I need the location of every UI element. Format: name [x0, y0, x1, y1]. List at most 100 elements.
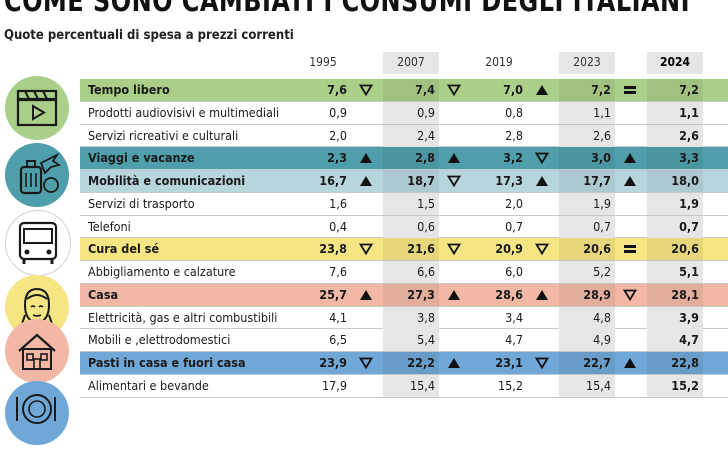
value-cell: 1,5 [383, 192, 439, 215]
category-row: Mobilità e comunicazioni 16,7 18,7 17,3 17,7… [80, 170, 728, 193]
up-arrow-icon [354, 284, 378, 306]
table-row: Elettricità, gas e altri combustibili 4,1… [80, 306, 728, 330]
value-cell: 5,2 [559, 261, 615, 283]
value-cell: 3,8 [383, 306, 439, 329]
row-label: Servizi di trasporto [88, 195, 195, 211]
table-row: Alimentari e bevande 17,9 15,4 15,2 15,4 15,2 [80, 374, 728, 398]
value-cell: 0,7 [505, 218, 523, 234]
row-label: Viaggi e vacanze [88, 150, 195, 166]
value-cell: 28,1 [647, 283, 703, 306]
value-cell: 28,6 [495, 286, 523, 302]
year-label: 2023 [559, 52, 615, 74]
value-cell: 21,6 [383, 238, 439, 261]
value-cell: 4,9 [559, 329, 615, 352]
travel-icon [5, 143, 69, 207]
value-cell: 20,6 [559, 238, 615, 261]
value-cell: 5,4 [383, 329, 439, 352]
value-cell: 5,1 [647, 261, 703, 283]
table-row: Servizi ricreativi e culturali 2,0 2,4 2,8 2… [80, 124, 728, 148]
row-label: Casa [88, 286, 119, 302]
page-title: COME SONO CAMBIATI I CONSUMI DEGLI ITALI… [4, 0, 690, 18]
value-cell: 1,6 [329, 195, 347, 211]
row-label: Pasti in casa e fuori casa [88, 355, 246, 370]
value-cell: 18,0 [647, 170, 703, 192]
up-arrow-icon [442, 147, 466, 169]
table-row: Mobili e ,elettrodomestici 6,5 5,4 4,7 4,9 4,… [80, 329, 728, 352]
row-label: Servizi ricreativi e culturali [88, 127, 239, 143]
clapperboard-icon [5, 76, 69, 140]
value-cell: 25,7 [319, 286, 347, 302]
down-arrow-icon [442, 238, 466, 260]
category-row: Viaggi e vacanze 2,3 2,8 3,2 3,0 3,3 [80, 147, 728, 170]
value-cell: 7,6 [329, 264, 347, 279]
up-arrow-icon [530, 284, 554, 306]
value-cell: 6,6 [383, 261, 439, 283]
value-cell: 2,6 [559, 124, 615, 147]
down-arrow-icon [442, 170, 466, 192]
table-row: Abbigliamento e calzature 7,6 6,6 6,0 5,2 5,1 [80, 261, 728, 284]
equal-icon [618, 79, 642, 101]
year-label: 2019 [485, 55, 513, 69]
value-cell: 1,1 [559, 101, 615, 124]
value-cell: 3,0 [559, 147, 615, 170]
down-arrow-icon [354, 238, 378, 260]
value-cell: 4,8 [559, 306, 615, 329]
value-cell: 17,3 [495, 173, 523, 188]
table-row: Servizi di trasporto 1,6 1,5 2,0 1,9 1,9 [80, 192, 728, 216]
value-cell: 2,0 [505, 195, 523, 211]
up-arrow-icon [530, 79, 554, 101]
value-cell: 2,4 [383, 124, 439, 147]
value-cell: 2,8 [383, 147, 439, 170]
value-cell: 23,9 [319, 355, 347, 370]
value-cell: 1,9 [559, 192, 615, 215]
value-cell: 17,7 [559, 170, 615, 192]
value-cell: 3,9 [647, 306, 703, 329]
row-label: Mobilità e comunicazioni [88, 173, 246, 188]
value-cell: 15,4 [559, 374, 615, 397]
category-icons [0, 76, 80, 445]
row-label: Mobili e ,elettrodomestici [88, 332, 231, 348]
value-cell: 22,7 [559, 352, 615, 374]
value-cell: 0,7 [559, 215, 615, 238]
row-label: Cura del sé [88, 241, 160, 257]
up-arrow-icon [354, 170, 378, 192]
year-label: 2007 [383, 52, 439, 74]
row-label: Prodotti audiovisivi e multimediali [88, 104, 280, 120]
value-cell: 4,7 [505, 332, 523, 348]
value-cell: 2,6 [647, 124, 703, 147]
down-arrow-icon [354, 352, 378, 374]
year-label: 1995 [309, 55, 337, 69]
row-label: Elettricità, gas e altri combustibili [88, 309, 278, 325]
value-cell: 27,3 [383, 283, 439, 306]
down-arrow-icon [354, 79, 378, 101]
value-cell: 0,7 [647, 215, 703, 238]
value-cell: 23,8 [319, 241, 347, 257]
value-cell: 0,9 [383, 101, 439, 124]
down-arrow-icon [618, 284, 642, 306]
value-cell: 7,4 [383, 79, 439, 101]
value-cell: 22,2 [383, 352, 439, 374]
value-cell: 15,4 [383, 374, 439, 397]
table-row: Telefoni 0,4 0,6 0,7 0,7 0,7 [80, 215, 728, 239]
category-row: Casa 25,7 27,3 28,6 28,9 28,1 [80, 283, 728, 307]
row-label: Telefoni [88, 218, 131, 234]
value-cell: 2,0 [329, 127, 347, 143]
value-cell: 1,9 [647, 192, 703, 215]
value-cell: 7,0 [503, 82, 523, 97]
value-cell: 7,2 [559, 79, 615, 101]
value-cell: 0,4 [329, 218, 347, 234]
value-cell: 15,2 [647, 374, 703, 397]
year-label: 2024 [647, 52, 703, 74]
value-cell: 6,5 [329, 332, 347, 348]
house-icon [5, 319, 69, 383]
up-arrow-icon [618, 170, 642, 192]
down-arrow-icon [442, 79, 466, 101]
page-subtitle: Quote percentuali di spesa a prezzi corr… [4, 28, 294, 43]
value-cell: 20,6 [647, 238, 703, 261]
value-cell: 22,8 [647, 352, 703, 374]
value-cell: 3,4 [505, 309, 523, 325]
value-cell: 6,0 [505, 264, 523, 279]
value-cell: 20,9 [495, 241, 523, 257]
value-cell: 23,1 [495, 355, 523, 370]
value-cell: 17,9 [321, 377, 347, 393]
